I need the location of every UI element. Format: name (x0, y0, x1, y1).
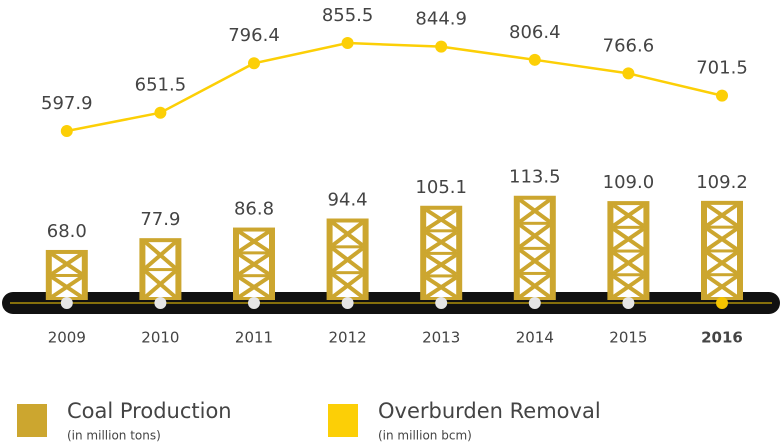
line-point (622, 67, 634, 79)
legend-note: (in million bcm) (378, 429, 472, 443)
x-tick-label: 2015 (609, 329, 647, 347)
data-label: 597.9 (41, 93, 93, 114)
data-label: 796.4 (228, 25, 280, 46)
data-label: 701.5 (696, 58, 748, 79)
data-label: 113.5 (509, 167, 561, 188)
data-label: 77.9 (140, 209, 180, 230)
line-point (61, 125, 73, 137)
line-point (529, 54, 541, 66)
timeline-dot (61, 297, 73, 309)
data-label: 855.5 (322, 5, 374, 26)
line-point (248, 57, 260, 69)
data-label: 94.4 (328, 190, 368, 211)
legend-swatch (328, 404, 358, 437)
line-point (154, 107, 166, 119)
timeline-dot (342, 297, 354, 309)
line-point (716, 90, 728, 102)
data-label: 109.0 (603, 172, 655, 193)
timeline-dot (248, 297, 260, 309)
data-label: 68.0 (47, 221, 87, 242)
timeline-dot (154, 297, 166, 309)
timeline-dot (529, 297, 541, 309)
x-tick-label: 2016 (701, 329, 743, 347)
x-tick-label: 2010 (141, 329, 179, 347)
x-tick-label: 2009 (48, 329, 86, 347)
data-label: 651.5 (135, 75, 187, 96)
data-label: 105.1 (415, 177, 467, 198)
data-label: 766.6 (603, 35, 655, 56)
line-point (342, 37, 354, 49)
legend-label: Overburden Removal (378, 399, 601, 423)
x-tick-label: 2013 (422, 329, 460, 347)
line-point (435, 41, 447, 53)
legend-note: (in million tons) (67, 429, 161, 443)
timeline-dot (622, 297, 634, 309)
data-label: 109.2 (696, 172, 748, 193)
legend-swatch (17, 404, 47, 437)
x-tick-label: 2012 (329, 329, 367, 347)
x-tick-label: 2014 (516, 329, 554, 347)
x-tick-label: 2011 (235, 329, 273, 347)
data-label: 806.4 (509, 22, 561, 43)
timeline-dot (435, 297, 447, 309)
legend-label: Coal Production (67, 399, 232, 423)
data-label: 86.8 (234, 199, 274, 220)
chart: 68.0 77.9 86.8 94.4 105.1 113.5 109.0 109.2 597.… (0, 0, 782, 446)
data-label: 844.9 (415, 9, 467, 30)
timeline-dot (716, 297, 728, 309)
